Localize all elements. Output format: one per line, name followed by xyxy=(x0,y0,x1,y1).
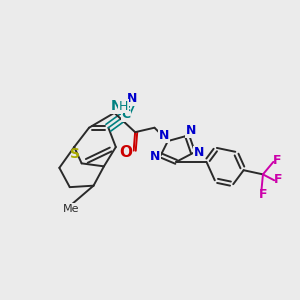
Text: N: N xyxy=(186,124,196,137)
Text: Me: Me xyxy=(63,204,80,214)
Text: F: F xyxy=(273,154,281,167)
Text: O: O xyxy=(120,146,133,160)
Text: N: N xyxy=(150,150,160,163)
Text: F: F xyxy=(274,173,282,186)
Text: N: N xyxy=(111,99,122,113)
Text: N: N xyxy=(127,92,137,105)
Text: S: S xyxy=(70,148,80,161)
Text: F: F xyxy=(259,188,267,201)
Text: N: N xyxy=(159,129,169,142)
Text: C: C xyxy=(122,108,131,122)
Text: N: N xyxy=(194,146,204,160)
Text: H: H xyxy=(118,100,128,113)
